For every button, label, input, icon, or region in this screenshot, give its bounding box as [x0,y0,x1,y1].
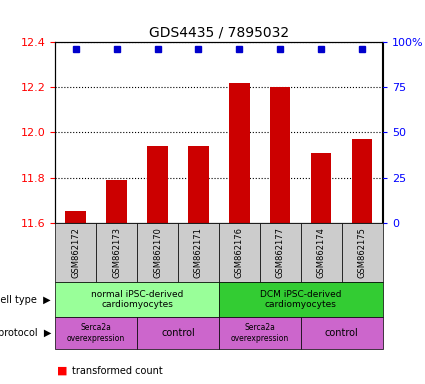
Text: protocol  ▶: protocol ▶ [0,328,51,338]
Text: transformed count: transformed count [72,366,163,376]
Bar [270,88,290,223]
Bar [311,153,332,223]
Text: DCM iPSC-derived
cardiomyocytes: DCM iPSC-derived cardiomyocytes [260,290,341,309]
Text: normal iPSC-derived
cardiomyocytes: normal iPSC-derived cardiomyocytes [91,290,183,309]
Text: GSM862171: GSM862171 [194,227,203,278]
Text: cell type  ▶: cell type ▶ [0,295,51,305]
Text: ■: ■ [57,366,68,376]
Text: GSM862174: GSM862174 [317,227,326,278]
Bar [147,146,168,223]
Bar [65,212,86,223]
Text: control: control [161,328,195,338]
Title: GDS4435 / 7895032: GDS4435 / 7895032 [149,26,289,40]
Text: Serca2a
overexpression: Serca2a overexpression [231,323,289,343]
Text: GSM862175: GSM862175 [357,227,366,278]
Text: GSM862173: GSM862173 [112,227,121,278]
Bar [229,83,249,223]
Text: GSM862177: GSM862177 [276,227,285,278]
Text: control: control [325,328,358,338]
Text: Serca2a
overexpression: Serca2a overexpression [67,323,125,343]
Bar [106,180,127,223]
Text: GSM862176: GSM862176 [235,227,244,278]
Text: GSM862172: GSM862172 [71,227,80,278]
Text: GSM862170: GSM862170 [153,227,162,278]
Bar [188,146,209,223]
Bar [352,139,372,223]
